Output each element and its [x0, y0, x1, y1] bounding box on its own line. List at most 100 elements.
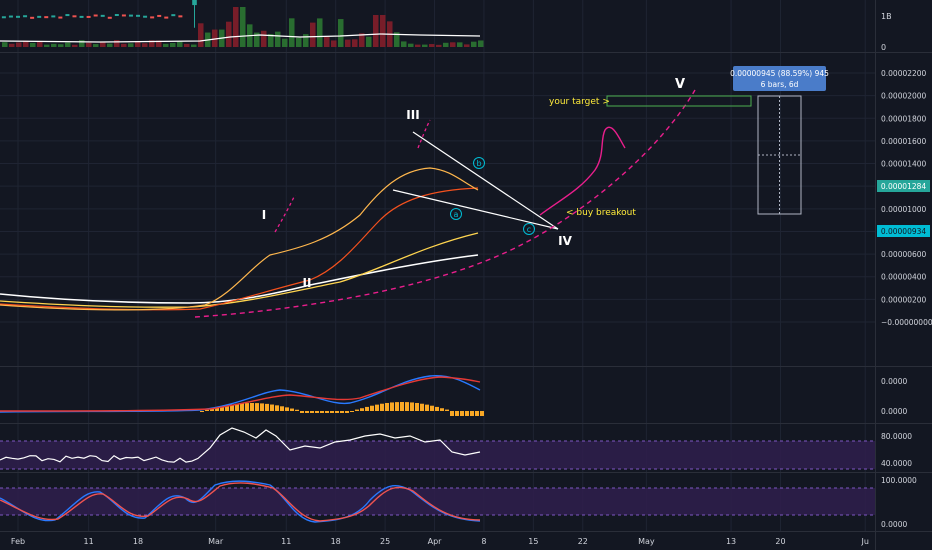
volume-bar	[254, 32, 260, 47]
price-tick-label: 0.00001600	[881, 137, 927, 146]
macd-histogram-bar	[445, 409, 449, 411]
volume-bar	[303, 34, 309, 47]
volume-bar	[72, 44, 78, 47]
rsi-line	[0, 427, 481, 463]
volume-bar	[366, 36, 372, 47]
volume-bar	[261, 30, 267, 47]
candle-body	[37, 15, 42, 18]
volume-bar	[240, 7, 246, 47]
macd-histogram-bar	[270, 404, 274, 411]
macd-histogram-bar	[240, 403, 244, 411]
stoch-d-line	[0, 482, 481, 522]
candle-body	[86, 15, 91, 18]
candle-body	[1, 16, 6, 19]
macd-histogram-bar	[215, 407, 219, 411]
volume-bar	[177, 41, 183, 47]
wave-label-iv: IV	[558, 234, 572, 248]
time-tick-label: 8	[481, 537, 486, 546]
candle-body	[192, 0, 197, 6]
candle-body	[121, 14, 126, 17]
macd-pane	[0, 374, 484, 416]
time-tick-label: 18	[133, 537, 143, 546]
price-pane	[0, 0, 479, 311]
ma-yellow-line	[0, 232, 479, 308]
stoch-tick-label: 100.0000	[881, 476, 917, 485]
macd-histogram-bar	[245, 403, 249, 411]
macd-histogram-bar	[230, 404, 234, 411]
volume-bar	[415, 44, 421, 47]
volume-bar	[16, 42, 22, 47]
time-axis[interactable]: Feb 11 18 Mar 11 18 25 Apr 8 15 22 May 13 20 Ju	[11, 537, 869, 546]
volume-bar	[394, 32, 400, 47]
subwave-a-label: a	[454, 210, 459, 219]
macd-histogram-bar	[360, 408, 364, 411]
macd-tick-label: 0.0000	[881, 377, 907, 386]
price-tick-label: 0.00000200	[881, 295, 927, 304]
price-tick-label: 0.00001400	[881, 160, 927, 169]
rsi-band	[0, 441, 875, 469]
volume-bar	[79, 40, 85, 47]
price-tick-label: 0.00001800	[881, 114, 927, 123]
macd-histogram-bar	[260, 403, 264, 411]
volume-bar	[310, 22, 316, 47]
volume-bar	[149, 40, 155, 47]
macd-histogram-bar	[425, 404, 429, 411]
macd-histogram-bar	[310, 411, 314, 413]
volume-ma-line	[0, 33, 481, 43]
macd-histogram-bar	[405, 402, 409, 411]
macd-histogram-bar	[255, 403, 259, 411]
price-tick-label: 0.00001000	[881, 205, 927, 214]
volume-bar	[226, 21, 232, 47]
macd-histogram-bar	[415, 402, 419, 411]
volume-bar	[478, 40, 484, 47]
volume-bar	[37, 41, 43, 47]
candle-body	[164, 16, 169, 19]
candle-body	[44, 16, 49, 19]
time-tick-label: Mar	[208, 537, 224, 546]
last-price-badge: 0.00001284	[877, 180, 930, 192]
volume-bar	[436, 44, 442, 47]
time-tick-label: 13	[726, 537, 736, 546]
price-tick-label: 0.00002200	[881, 69, 927, 78]
ma-white-line	[0, 254, 479, 304]
volume-bar	[100, 42, 106, 47]
price-tick-label: 0.00000600	[881, 250, 927, 259]
candle-body	[157, 14, 162, 17]
candle-body	[23, 15, 28, 18]
stoch-tick-label: 0.0000	[881, 520, 907, 529]
subwave-b: b	[473, 157, 485, 169]
macd-histogram-bar	[390, 402, 394, 411]
macd-histogram-bar	[365, 406, 369, 411]
macd-histogram-bar	[205, 409, 209, 411]
macd-histogram-bar	[440, 408, 444, 411]
price-tick-label: 0.00002000	[881, 92, 927, 101]
macd-histogram-bar	[470, 411, 474, 416]
rsi-pane	[0, 427, 875, 470]
volume-pane	[0, 7, 484, 47]
volume-bar	[93, 44, 99, 47]
measure-tooltip-line1: 0.00000945 (88.59%) 945	[730, 69, 829, 78]
macd-histogram-bar	[335, 411, 339, 413]
macd-histogram-bar	[210, 408, 214, 411]
volume-bar	[163, 43, 169, 47]
volume-bar	[296, 37, 302, 47]
volume-bar	[289, 18, 295, 47]
volume-bar	[198, 23, 204, 47]
volume-bar	[429, 44, 435, 47]
volume-bar	[65, 42, 71, 47]
macd-histogram-bar	[345, 411, 349, 413]
measure-tooltip: 0.00000945 (88.59%) 945 6 bars, 6d	[730, 66, 829, 91]
volume-bar	[121, 43, 127, 47]
macd-line	[0, 374, 481, 413]
candle-body	[93, 14, 98, 17]
candle-body	[107, 16, 112, 19]
volume-bar	[471, 41, 477, 47]
subwave-b-label: b	[476, 159, 481, 168]
wave-i-dash	[274, 194, 296, 233]
macd-histogram-bar	[320, 411, 324, 413]
candle-body	[30, 16, 35, 19]
candle-body	[58, 16, 63, 19]
volume-bar	[156, 40, 162, 47]
time-tick-label: Apr	[428, 537, 443, 546]
